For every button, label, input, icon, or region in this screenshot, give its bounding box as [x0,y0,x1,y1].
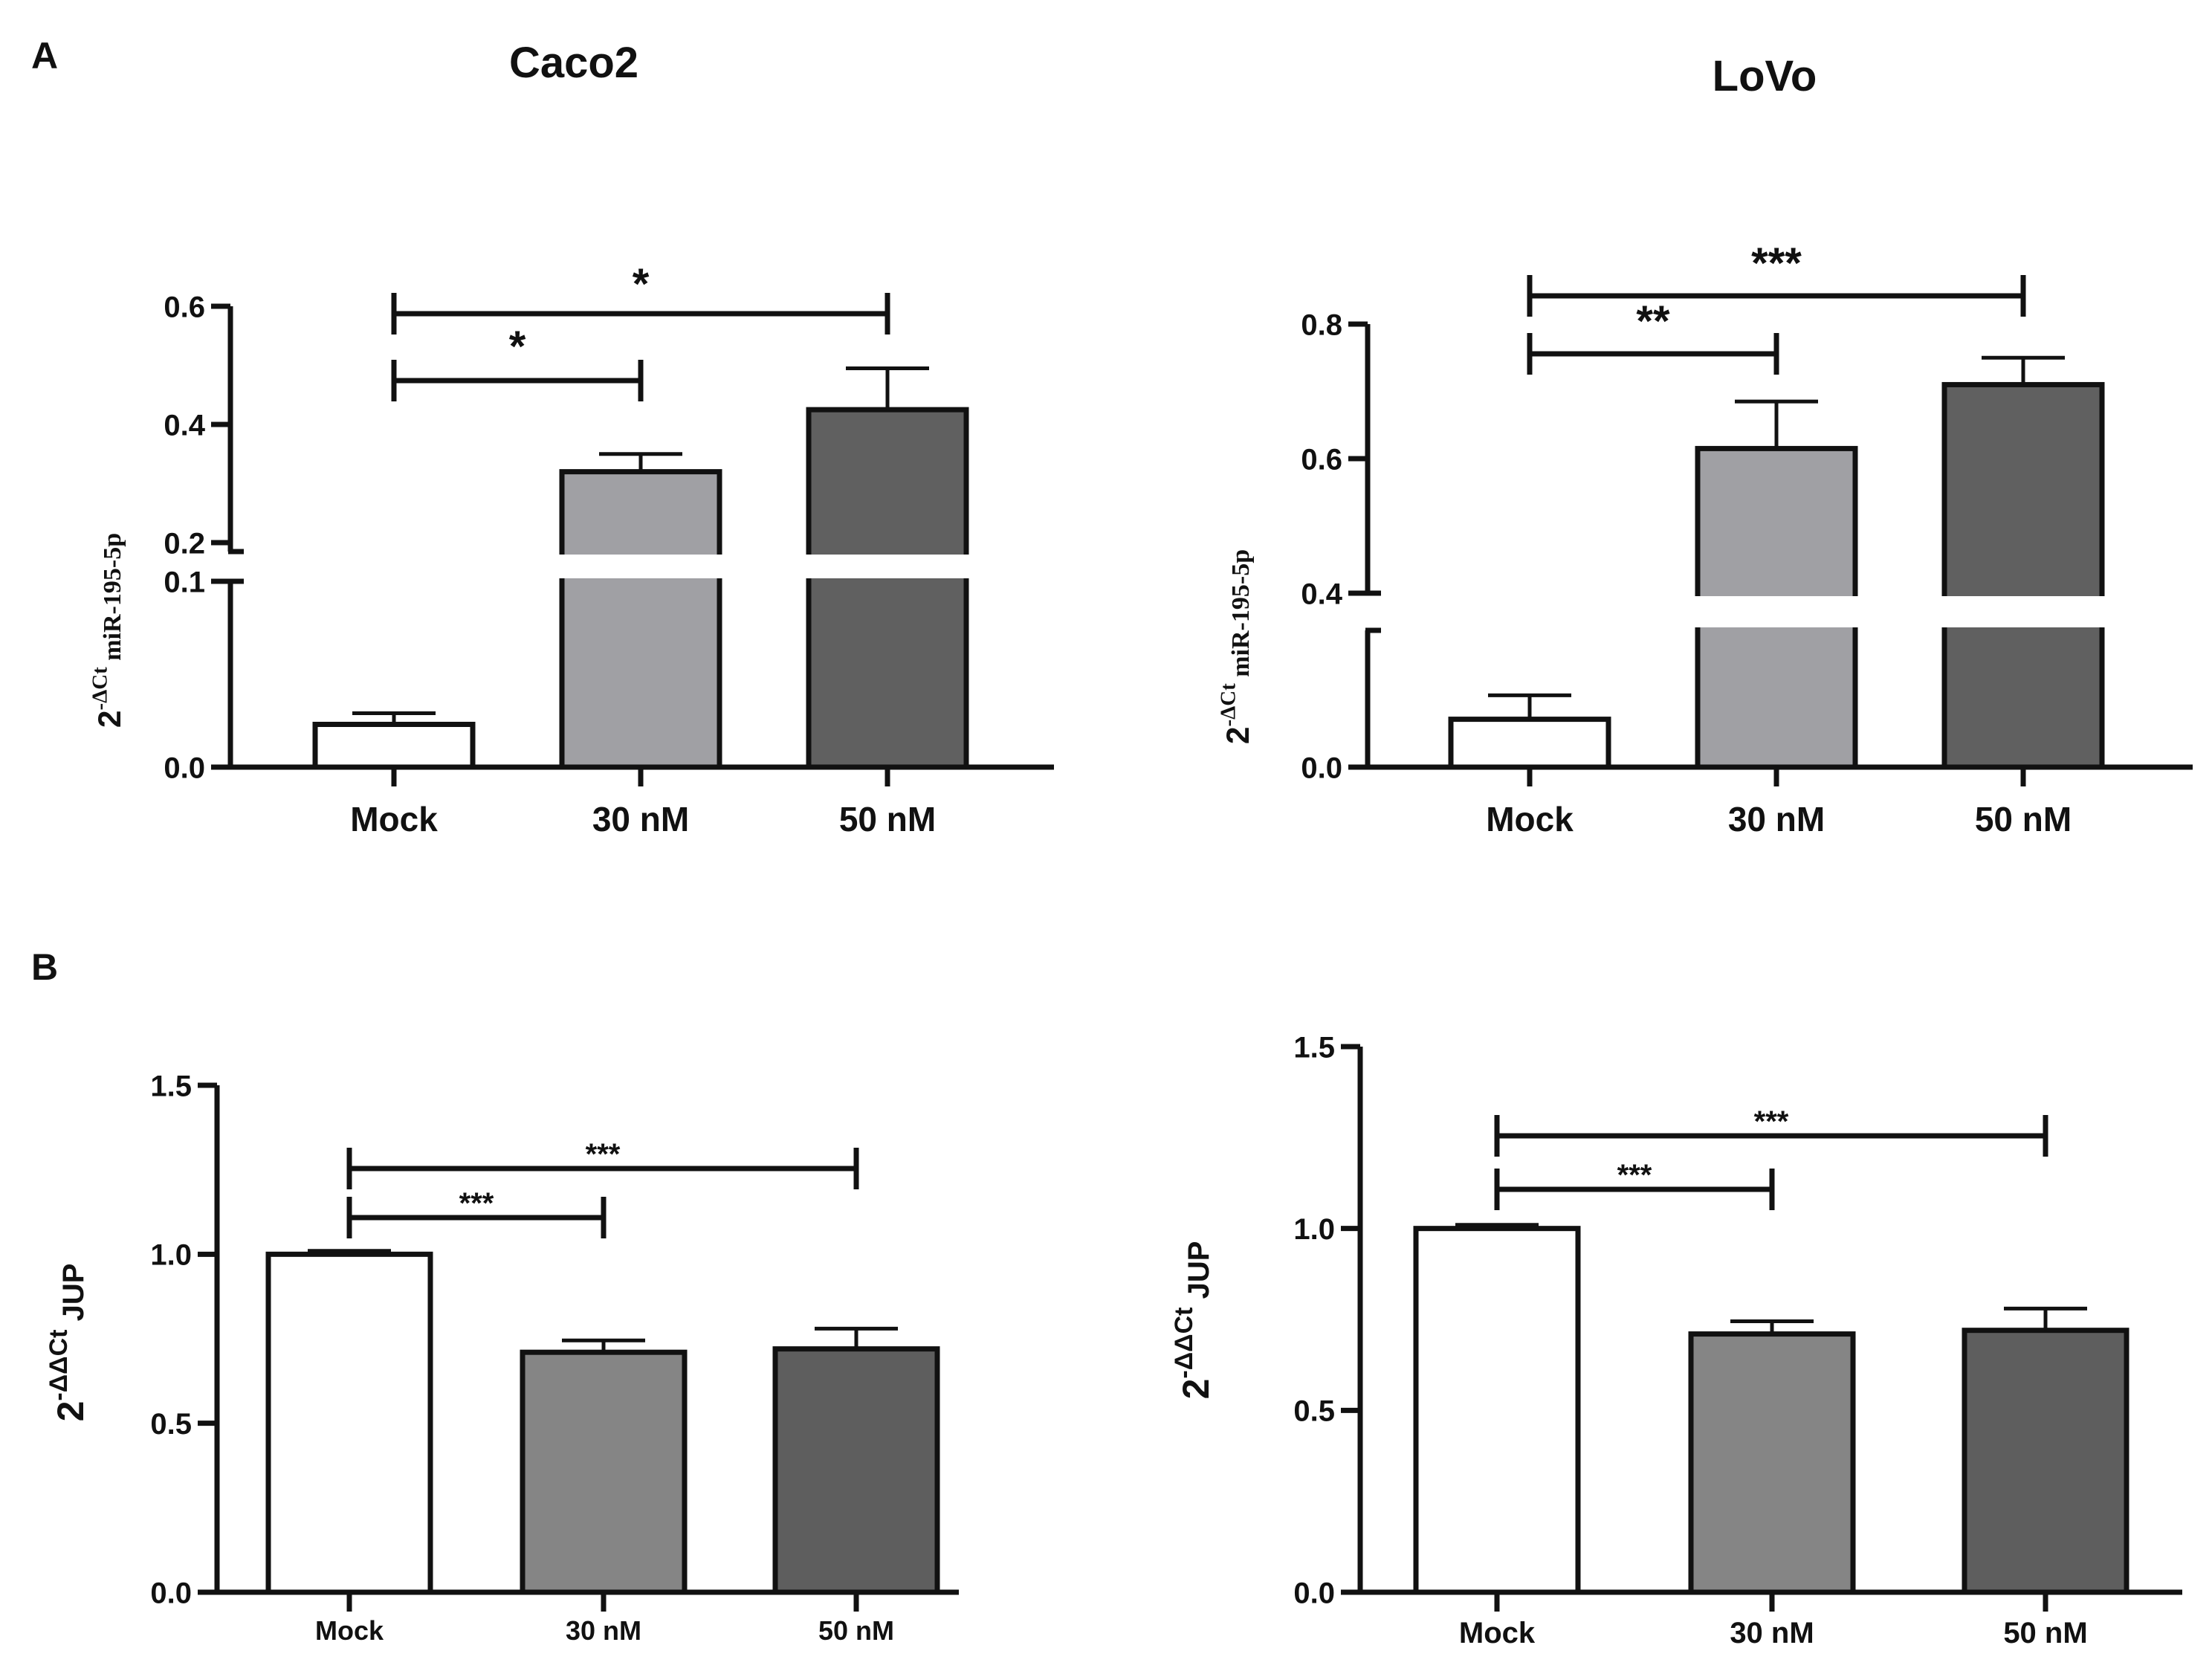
y-tick-label: 0.0 [164,752,205,784]
bar-30-nm [559,469,722,770]
significance-label: *** [1754,1105,1789,1138]
bar-mock [265,1251,433,1595]
x-category-label: Mock [1486,800,1574,838]
y-tick-label: 0.4 [164,409,205,442]
bar-50-nm [772,1346,940,1595]
y-axis-label-base: 2 [50,1401,91,1422]
y-tick-label: 1.5 [150,1070,192,1102]
bar-30-nm [520,1349,688,1595]
bar-mock [1448,717,1611,770]
x-category-label: 30 nM [592,800,689,838]
significance-label: ** [1636,297,1670,346]
chart-lovo-mir-195: LoVo 2-ΔCt miR-195-5p 0.0 0.4 0.6 0.8 Mock 30 n… [1216,52,2199,838]
x-category-label: Mock [1459,1617,1536,1649]
significance-label: *** [459,1187,494,1220]
x-category-label: 30 nM [1730,1617,1814,1649]
chart-lovo-jup: 2-ΔΔCt JUP 0.0 0.5 1.0 1.5 Mock 30 nM 50 nM *** *… [1170,1031,2182,1649]
y-axis-label-gene: JUP [57,1264,90,1330]
axis-break-gap [1374,596,2199,627]
y-tick-label: 0.5 [150,1408,192,1441]
bar-50-nm [1941,381,2105,770]
x-category-label: 50 nM [839,800,936,838]
bar-50-nm [1962,1328,2129,1595]
panel-label-b: B [31,946,58,988]
significance-label: * [633,260,650,308]
significance-label: *** [1751,239,1802,288]
x-category-label: 50 nM [818,1615,894,1646]
y-axis-label-sup: -ΔΔCt [45,1330,73,1401]
x-category-label: 50 nM [2003,1617,2087,1649]
significance-label: *** [1617,1159,1652,1192]
y-axis-label-gene: miR-195-5p [99,533,126,667]
y-tick-label: 1.0 [1293,1213,1335,1246]
y-axis-label-gene: JUP [1183,1241,1215,1308]
y-tick-label: 0.1 [164,566,205,598]
x-category-label: 50 nM [1975,800,2072,838]
y-tick-label: 0.2 [164,527,205,560]
y-tick-label: 0.8 [1301,308,1342,341]
chart-caco2-jup: 2-ΔΔCt JUP 0.0 0.5 1.0 1.5 Mock 30 nM 50 nM *** *… [45,1070,959,1646]
y-tick-label: 0.0 [1293,1577,1335,1609]
significance-label: *** [586,1138,621,1171]
y-axis-label: 2-ΔΔCt JUP [1170,1241,1217,1400]
y-tick-label: 1.0 [150,1239,192,1272]
bar-mock [1413,1226,1581,1595]
x-category-label: Mock [315,1615,384,1646]
y-tick-label: 0.6 [1301,443,1342,476]
x-category-label: Mock [350,800,438,838]
y-axis-label: 2-ΔΔCt JUP [45,1264,91,1422]
y-axis-label-base: 2 [93,710,128,728]
y-axis-label-gene: miR-195-5p [1227,549,1255,683]
chart-title: LoVo [1713,52,1817,100]
bar-50-nm [806,407,969,770]
y-tick-label: 0.0 [1301,752,1342,784]
y-axis-label-sup: -ΔΔCt [1170,1308,1198,1379]
y-axis-label: 2-ΔCt miR-195-5p [88,533,128,728]
y-tick-label: 0.6 [164,291,205,323]
panel-label-a: A [31,35,58,77]
x-category-label: 30 nM [1728,800,1825,838]
significance-label: * [509,323,526,371]
y-tick-label: 1.5 [1293,1031,1335,1064]
y-axis-label: 2-ΔCt miR-195-5p [1216,549,1256,744]
y-tick-label: 0.5 [1293,1395,1335,1428]
chart-title: Caco2 [509,39,638,87]
bar-mock [312,722,476,770]
y-axis-label-base: 2 [1221,726,1256,744]
axis-break-gap [236,555,1060,578]
y-axis-label-sup: -ΔCt [88,667,111,711]
y-axis-label-sup: -ΔCt [1216,683,1240,727]
x-category-label: 30 nM [566,1615,641,1646]
y-tick-label: 0.0 [150,1577,192,1609]
chart-caco2-mir-195: Caco2 2-ΔCt miR-195-5p 0.0 0.1 0.2 0.4 0.6 Mock… [88,39,1060,838]
y-tick-label: 0.4 [1301,578,1342,610]
bar-30-nm [1688,1331,1856,1595]
y-axis-label-base: 2 [1175,1379,1217,1400]
